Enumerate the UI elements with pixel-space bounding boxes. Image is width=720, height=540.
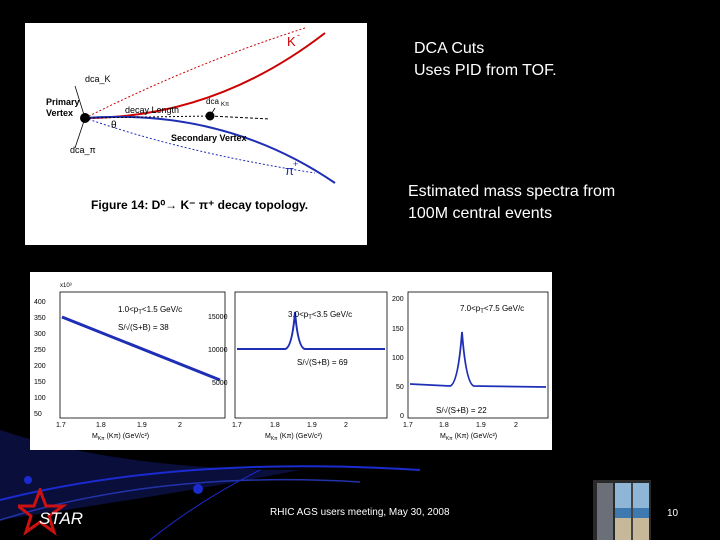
dca-cuts-line: DCA Cuts: [414, 40, 485, 57]
mass-spectra-note: Estimated mass spectra from 100M central…: [408, 181, 615, 225]
plot1-ytick: 400: [34, 299, 46, 306]
decay-topology-figure: K - dca_K Primary Vertex decay Length dc…: [25, 23, 367, 245]
plot3-xtick: 2: [514, 422, 518, 429]
mass-spectra-line1: Estimated mass spectra from: [408, 183, 616, 200]
dca-kpi-sub: Kπ: [221, 102, 229, 108]
primary-vertex-label: Primary: [46, 97, 80, 107]
plot1-ytick: 350: [34, 315, 46, 322]
plot2-xtick: 1.9: [307, 422, 317, 429]
plot1-label2: S/√(S+B) = 38: [118, 323, 169, 332]
star-logo-icon: [18, 488, 68, 536]
mass-plot-1: x10³ 400 350 300 250 200 150 100 50 1.0<…: [34, 283, 226, 442]
primary-vertex-label-2: Vertex: [46, 108, 73, 118]
plot2-label2: S/√(S+B) = 69: [297, 358, 348, 367]
mass-spectra-figure: x10³ 400 350 300 250 200 150 100 50 1.0<…: [30, 272, 552, 450]
plot3-xtick: 1.7: [403, 422, 413, 429]
figure-caption: Figure 14: D⁰→ K⁻ π⁺ decay topology.: [91, 198, 308, 212]
plot3-ytick: 100: [392, 355, 404, 362]
plot3-ytick: 200: [392, 296, 404, 303]
plot2-xtick: 2: [344, 422, 348, 429]
plot3-data: [409, 331, 547, 388]
dca-pi-label: dca_π: [70, 145, 96, 155]
plot3-xtick: 1.8: [439, 422, 449, 429]
plot2-xtick: 1.8: [270, 422, 280, 429]
mass-plot-3: 200 150 100 50 0 7.0<pT<7.5 GeV/c S/√(S+…: [392, 291, 549, 442]
theta-label: θ: [111, 120, 117, 131]
pid-tof-line: Uses PID from TOF.: [414, 62, 557, 79]
plot3-xtick: 1.9: [476, 422, 486, 429]
primary-vertex-dot: [80, 113, 90, 123]
plot3-ytick: 150: [392, 326, 404, 333]
footer-meeting-text: RHIC AGS users meeting, May 30, 2008: [270, 507, 450, 518]
plot3-xlabel: MKπ (Kπ) (GeV/c²): [440, 433, 497, 442]
plot1-ytick: 250: [34, 347, 46, 354]
plot2-ytick: 15000: [208, 314, 228, 321]
plot2-xtick: 1.7: [232, 422, 242, 429]
kaon-label: K: [287, 34, 296, 49]
kaon-sup: -: [297, 30, 300, 40]
pion-label: π: [285, 163, 294, 178]
plot1-label1: 1.0<pT<1.5 GeV/c: [118, 305, 182, 316]
plot2-xlabel: MKπ (Kπ) (GeV/c²): [265, 433, 322, 442]
plot2-ytick: 10000: [208, 347, 228, 354]
mass-spectra-plots: x10³ 400 350 300 250 200 150 100 50 1.0<…: [34, 283, 549, 442]
dca-k-label: dca_K: [85, 74, 111, 84]
mass-plot-2: 15000 10000 5000 3.0<pT<3.5 GeV/c S/√(S+…: [208, 291, 388, 442]
plot2-data: [237, 311, 385, 350]
decay-length-label: decay Length: [125, 105, 179, 115]
plot3-label2: S/√(S+B) = 22: [436, 406, 487, 415]
dca-cuts-note: DCA Cuts Uses PID from TOF.: [414, 38, 557, 82]
plot1-xtick: 2: [178, 422, 182, 429]
plot1-exponent: x10³: [60, 283, 72, 289]
plot2-ytick: 5000: [212, 380, 228, 387]
star-label: STAR: [39, 509, 84, 528]
window-view-picture: [593, 480, 651, 540]
page-number: 10: [667, 508, 679, 519]
plot1-xtick: 1.8: [96, 422, 106, 429]
plot1-ytick: 300: [34, 331, 46, 338]
plot1-ytick: 50: [34, 411, 42, 418]
plot3-label1: 7.0<pT<7.5 GeV/c: [460, 304, 524, 315]
plot2-label1: 3.0<pT<3.5 GeV/c: [288, 310, 352, 321]
pion-sup: +: [293, 159, 298, 169]
plot1-ytick: 200: [34, 363, 46, 370]
plot1-ytick: 100: [34, 395, 46, 402]
plot1-ytick: 150: [34, 379, 46, 386]
plot3-ytick: 0: [400, 413, 404, 420]
plot3-ytick: 50: [396, 384, 404, 391]
secondary-vertex-label: Secondary Vertex: [171, 133, 247, 143]
plot1-data: [61, 315, 221, 382]
dca-kpi-label: dca: [206, 97, 219, 106]
plot1-xtick: 1.9: [137, 422, 147, 429]
secondary-vertex-dot: [205, 111, 215, 121]
decay-topology-diagram: K - dca_K Primary Vertex decay Length dc…: [46, 27, 336, 212]
mass-spectra-line2: 100M central events: [408, 205, 553, 222]
plot1-xlabel: MKπ (Kπ) (GeV/c²): [92, 433, 149, 442]
plot1-xtick: 1.7: [56, 422, 66, 429]
